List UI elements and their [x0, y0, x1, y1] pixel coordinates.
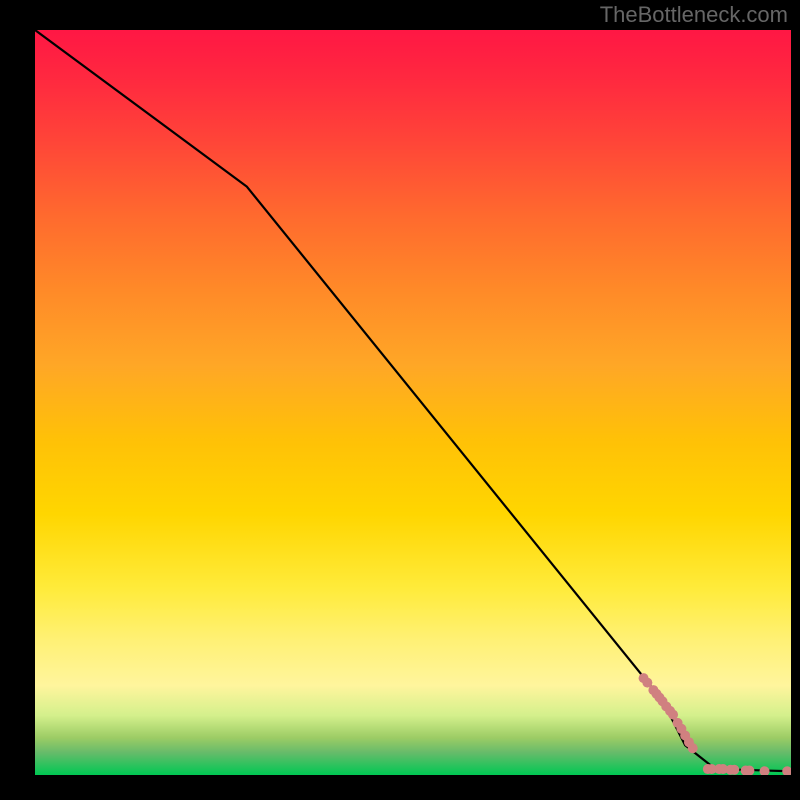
chart-marker — [688, 743, 698, 753]
chart-svg — [35, 30, 791, 775]
chart-background — [35, 30, 791, 775]
chart-plot-area — [35, 30, 791, 775]
attribution-text: TheBottleneck.com — [600, 2, 788, 28]
chart-marker — [729, 765, 739, 775]
